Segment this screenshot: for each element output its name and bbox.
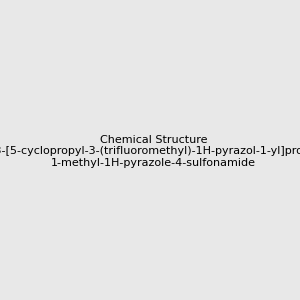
Text: Chemical Structure
N-{3-[5-cyclopropyl-3-(trifluoromethyl)-1H-pyrazol-1-yl]propy: Chemical Structure N-{3-[5-cyclopropyl-3…	[0, 135, 300, 168]
